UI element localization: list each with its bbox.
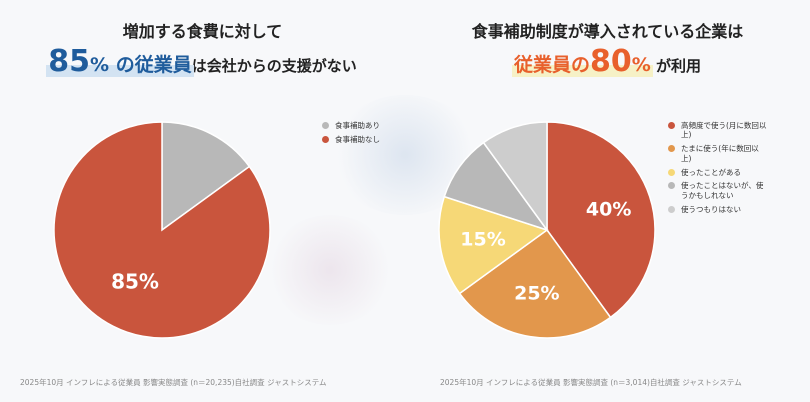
right-highlight-number: 80 <box>589 44 632 79</box>
right-pie-slice-1 <box>458 228 612 339</box>
left-footer-source: 2025年10月 インフレによる従業員 影響実態調査 (n＝20,235)自社調… <box>20 378 327 387</box>
legend-swatch <box>668 205 675 213</box>
right-panel: 食事補助制度が導入されている企業は 従業員の80% が利用 40% 25% 15% … <box>405 0 810 402</box>
right-heading-line1: 食事補助制度が導入されている企業は <box>471 22 744 41</box>
left-legend: 食事補助あり 食事補助なし <box>322 121 422 149</box>
right-highlight-prefix: 従業員の <box>513 54 590 76</box>
left-panel: 増加する食費に対して 85% の従業員 は会社からの支援がない 85% 食事補助… <box>0 22 405 387</box>
right-legend: 高頻度で使う(月に数回以上) たまに使う(年に数回以上) 使ったことがある使ったこと… <box>668 121 768 219</box>
legend-label: 使うつもりはない <box>681 204 741 214</box>
right-legend-item: たまに使う(年に数回以上) <box>668 144 768 163</box>
right-pie-slice-0 <box>546 121 656 319</box>
right-pie-slice-2 <box>438 195 549 295</box>
left-highlight-suffix: の従業員 <box>109 54 192 76</box>
legend-label: 使ったことがある <box>681 167 741 177</box>
right-legend-item: 使ったことはないが、使うかもしれない <box>668 181 768 200</box>
legend-swatch <box>668 182 675 190</box>
left-heading-line2: 85% の従業員 は会社からの支援がない <box>0 44 405 79</box>
legend-label: 食事補助なし <box>335 134 380 144</box>
right-highlight-unit: % <box>631 54 651 76</box>
right-slice-label-0: 40% <box>586 198 631 220</box>
legend-swatch <box>322 122 329 129</box>
right-legend-item: 使ったことがある <box>668 168 768 177</box>
right-slice-label-1: 25% <box>514 283 559 305</box>
legend-label: 食事補助あり <box>335 121 380 130</box>
left-pie-chart: 85% <box>53 121 271 339</box>
right-heading-rest: が利用 <box>650 57 702 75</box>
highlight-bar <box>511 65 653 77</box>
left-legend-item: 食事補助なし <box>322 135 422 144</box>
right-legend-item: 使うつもりはない <box>668 205 768 214</box>
legend-label: たまに使う(年に数回以上) <box>681 144 759 163</box>
right-heading-line2: 従業員の80% が利用 <box>405 44 810 79</box>
legend-label: 使ったことはないが、使うかもしれない <box>681 181 764 200</box>
right-pie-chart: 40% 25% 15% <box>438 121 656 339</box>
left-pie-slice-0 <box>161 121 251 232</box>
left-slice-label-1: 85% <box>111 269 159 293</box>
highlight-bar <box>46 65 194 77</box>
left-heading-line1: 増加する食費に対して <box>122 22 283 41</box>
legend-label: 高頻度で使う(月に数回以上) <box>681 121 767 140</box>
legend-swatch <box>668 145 675 153</box>
left-heading-rest: は会社からの支援がない <box>191 57 357 75</box>
right-slice-label-2: 15% <box>460 229 505 251</box>
legend-swatch <box>668 168 675 176</box>
legend-swatch <box>668 122 675 129</box>
right-footer-source: 2025年10月 インフレによる従業員 影響実態調査 (n＝3,014)自社調査… <box>440 378 742 387</box>
background-decoration <box>265 215 395 325</box>
right-legend-item: 高頻度で使う(月に数回以上) <box>668 121 768 140</box>
left-pie-slice-1 <box>53 121 271 339</box>
right-pie-slice-4 <box>482 121 548 233</box>
left-legend-item: 食事補助あり <box>322 121 422 130</box>
legend-swatch <box>322 135 329 143</box>
left-highlight-unit: % <box>90 54 110 76</box>
left-highlight: 85% の従業員 <box>46 44 194 79</box>
right-highlight: 従業員の80% <box>511 44 653 79</box>
left-highlight-number: 85 <box>48 44 91 79</box>
